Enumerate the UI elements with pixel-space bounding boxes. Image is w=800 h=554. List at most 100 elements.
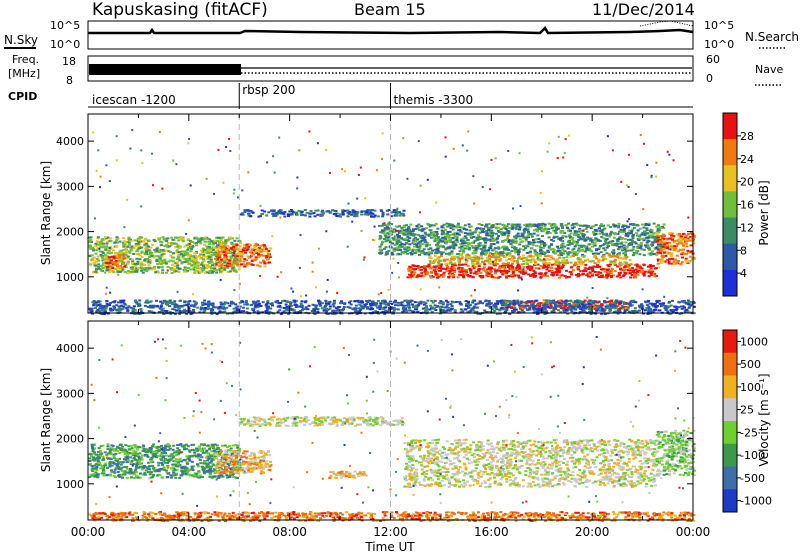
data-cell bbox=[378, 308, 382, 311]
data-cell bbox=[460, 248, 463, 251]
data-cell bbox=[549, 254, 553, 257]
data-cell bbox=[232, 270, 236, 273]
data-cell bbox=[597, 252, 601, 255]
data-cell bbox=[429, 261, 433, 264]
data-cell bbox=[489, 247, 493, 250]
data-cell bbox=[605, 232, 609, 235]
data-cell bbox=[468, 229, 472, 232]
data-cell bbox=[111, 301, 115, 304]
data-cell bbox=[533, 249, 537, 252]
data-cell bbox=[481, 275, 485, 277]
data-cell bbox=[609, 225, 613, 228]
data-cell bbox=[636, 273, 640, 276]
data-cell bbox=[564, 235, 568, 238]
data-cell bbox=[516, 301, 520, 303]
data-cell bbox=[429, 276, 433, 279]
data-cell bbox=[104, 255, 108, 258]
data-cell bbox=[153, 265, 157, 268]
data-cell bbox=[88, 240, 92, 243]
data-cell bbox=[641, 269, 645, 272]
data-cell bbox=[588, 266, 592, 269]
data-cell bbox=[473, 260, 477, 263]
data-cell bbox=[510, 274, 514, 276]
data-cell bbox=[449, 261, 453, 264]
data-cell bbox=[635, 263, 639, 266]
data-cell bbox=[625, 246, 629, 249]
data-cell bbox=[267, 311, 271, 314]
data-cell bbox=[461, 248, 465, 251]
data-cell bbox=[259, 215, 262, 218]
data-cell bbox=[510, 306, 513, 309]
data-cell bbox=[424, 306, 428, 309]
data-cell bbox=[627, 264, 631, 267]
data-cell bbox=[417, 241, 421, 244]
data-cell bbox=[469, 225, 473, 228]
data-cell bbox=[606, 264, 610, 267]
data-cell bbox=[258, 311, 262, 314]
data-cell bbox=[469, 271, 473, 274]
data-cell bbox=[578, 262, 581, 265]
data-cell bbox=[592, 232, 596, 235]
data-cell bbox=[629, 241, 633, 244]
data-cell bbox=[116, 269, 120, 272]
data-cell bbox=[441, 251, 445, 254]
data-cell bbox=[605, 305, 609, 308]
data-cell bbox=[136, 262, 139, 265]
data-cell bbox=[659, 243, 663, 246]
data-cell bbox=[475, 259, 479, 262]
data-cell bbox=[233, 253, 237, 256]
data-cell bbox=[311, 303, 315, 306]
data-cell bbox=[456, 253, 460, 255]
data-cell bbox=[397, 235, 400, 238]
data-cell bbox=[341, 211, 345, 214]
data-cell bbox=[323, 305, 327, 307]
data-cell bbox=[530, 235, 534, 238]
data-cell bbox=[363, 303, 367, 306]
data-cell bbox=[413, 271, 417, 274]
data-cell bbox=[418, 229, 422, 232]
data-cell bbox=[583, 250, 587, 253]
data-cell bbox=[147, 249, 151, 252]
data-cell bbox=[631, 241, 635, 244]
data-cell bbox=[230, 251, 234, 254]
data-cell bbox=[575, 242, 579, 245]
data-cell bbox=[526, 245, 530, 248]
data-cell bbox=[157, 237, 161, 240]
data-cell bbox=[653, 273, 657, 276]
data-cell bbox=[381, 310, 385, 313]
data-cell bbox=[486, 271, 489, 274]
data-cell bbox=[343, 303, 347, 305]
data-cell bbox=[461, 241, 465, 243]
data-cell bbox=[541, 266, 545, 269]
data-cell bbox=[369, 211, 373, 214]
data-cell bbox=[529, 274, 533, 277]
data-cell bbox=[116, 271, 120, 274]
data-cell bbox=[282, 310, 286, 313]
data-cell bbox=[539, 246, 543, 249]
data-cell bbox=[450, 265, 454, 268]
data-cell bbox=[430, 310, 434, 313]
beam-title: Beam 15 bbox=[354, 0, 426, 19]
data-cell bbox=[551, 257, 555, 260]
data-cell bbox=[531, 306, 535, 309]
data-cell bbox=[104, 264, 108, 266]
data-cell bbox=[493, 247, 497, 250]
data-cell bbox=[402, 226, 406, 229]
data-cell bbox=[137, 241, 141, 244]
data-cell bbox=[190, 258, 194, 261]
data-cell bbox=[202, 258, 205, 261]
data-cell bbox=[432, 234, 436, 237]
data-cell bbox=[232, 264, 236, 267]
data-cell bbox=[366, 213, 370, 216]
data-cell bbox=[514, 226, 518, 229]
data-cell bbox=[647, 271, 651, 274]
data-cell bbox=[202, 238, 206, 240]
data-cell bbox=[228, 262, 232, 265]
data-cell bbox=[164, 249, 168, 252]
data-cell bbox=[548, 258, 552, 261]
data-cell bbox=[446, 225, 450, 228]
data-cell bbox=[463, 224, 467, 227]
data-cell bbox=[168, 245, 172, 248]
data-cell bbox=[477, 269, 481, 272]
data-cell bbox=[599, 245, 603, 247]
